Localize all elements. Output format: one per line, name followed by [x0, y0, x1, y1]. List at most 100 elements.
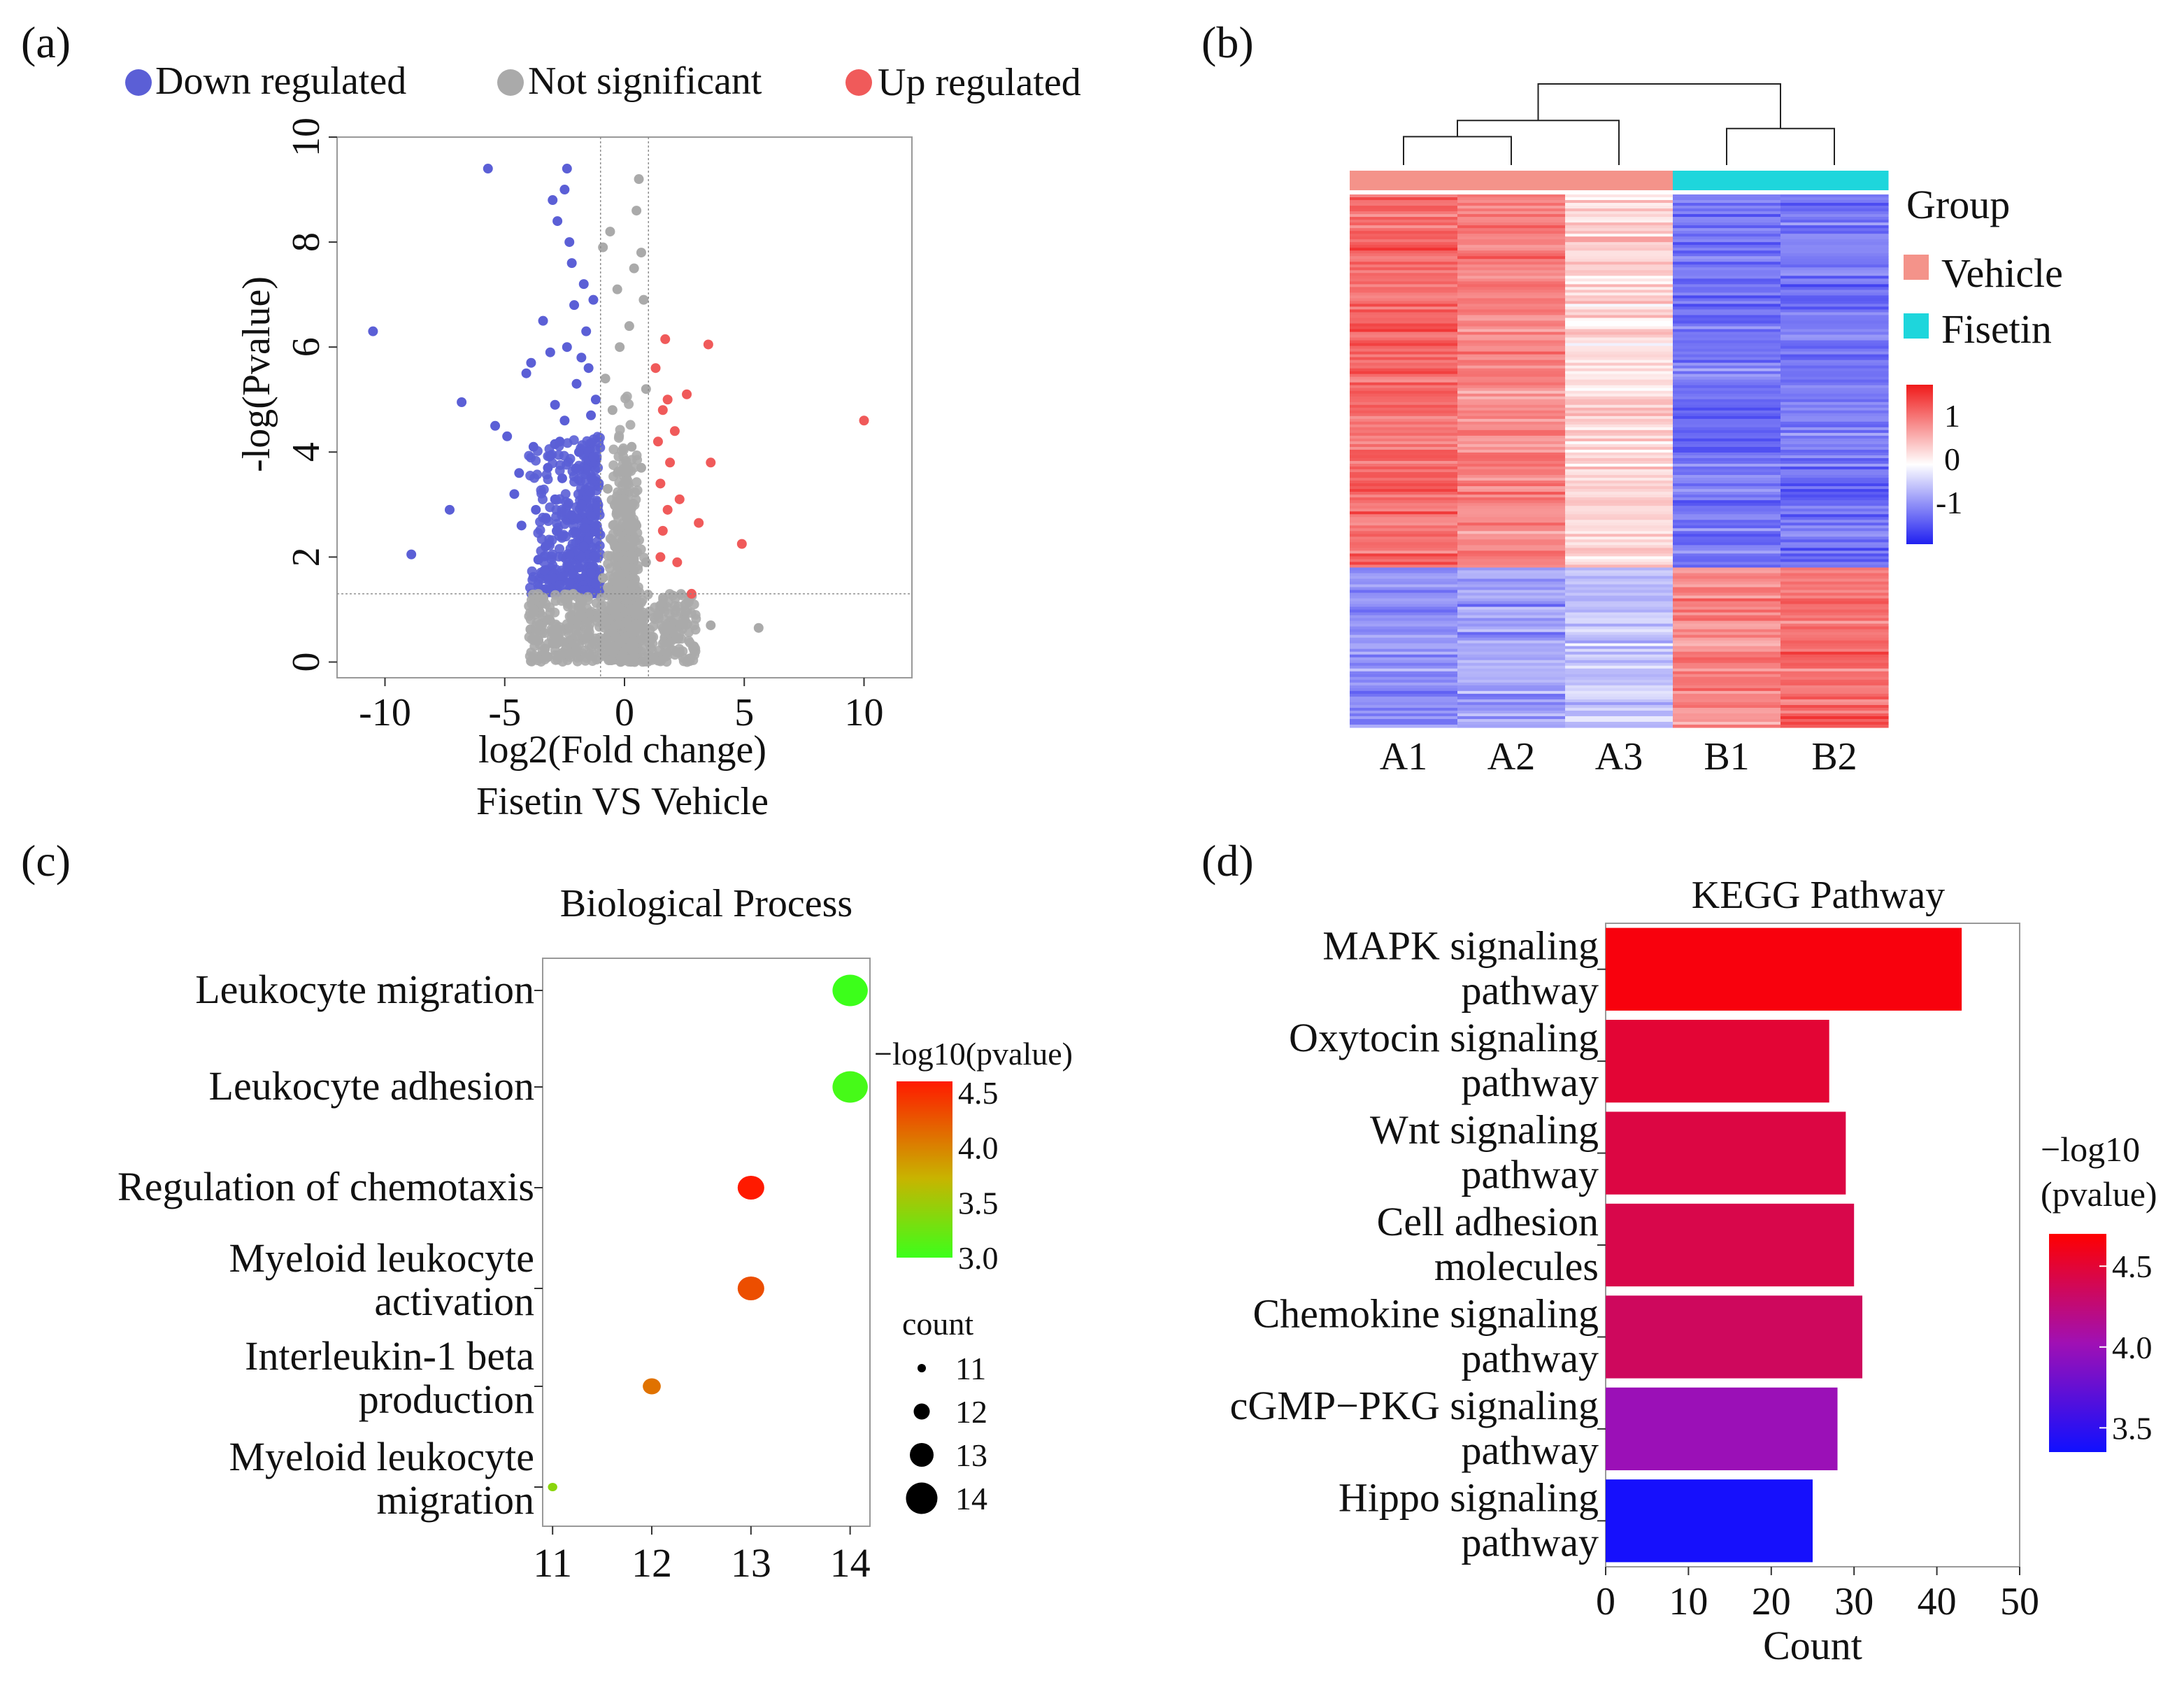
volcano-point-not-sig [594, 622, 605, 632]
heatmap-cell [1780, 702, 1889, 706]
volcano-point-not-sig [612, 572, 622, 582]
heatmap-cell [1780, 464, 1889, 467]
heatmap-cell [1780, 382, 1889, 386]
heatmap-cell [1780, 718, 1889, 723]
heatmap-cell [1673, 662, 1781, 667]
heatmap-cell [1780, 326, 1889, 330]
heatmap-cell [1780, 281, 1889, 285]
heatmap-cell [1350, 225, 1458, 229]
volcano-point-not-sig [627, 441, 637, 452]
heatmap-cell [1457, 696, 1566, 700]
heatmap-cell [1673, 570, 1781, 574]
volcano-point-down [582, 436, 592, 446]
heatmap-cell [1350, 379, 1458, 383]
heatmap-cell [1350, 626, 1458, 630]
volcano-point-down [536, 488, 547, 499]
heatmap-cell [1457, 228, 1566, 232]
heatmap-cell [1565, 615, 1673, 619]
volcano-y-tick-label: 2 [285, 547, 328, 567]
heatmap-cell [1780, 509, 1889, 512]
heatmap-cell [1457, 290, 1566, 293]
heatmap-cell [1565, 550, 1673, 554]
legend-notsig-marker [497, 69, 524, 96]
heatmap-cell [1457, 562, 1566, 565]
heatmap-cell [1565, 545, 1673, 548]
heatmap-cell [1673, 517, 1781, 520]
heatmap-cell [1565, 287, 1673, 290]
volcano-point-down [586, 567, 597, 578]
heatmap-cell [1780, 660, 1889, 664]
volcano-point-not-sig [570, 632, 580, 642]
group-bar-fisetin [1673, 171, 1781, 190]
heatmap-cell [1673, 323, 1781, 327]
volcano-point-down [589, 551, 599, 562]
volcano-point-up [655, 552, 666, 562]
heatmap-cell [1780, 690, 1889, 695]
heatmap-cell [1780, 492, 1889, 495]
heatmap-cell [1350, 592, 1458, 597]
heatmap-cell [1673, 407, 1781, 411]
volcano-point-down [550, 494, 560, 504]
dotplot-size-legend-label: 12 [955, 1394, 987, 1430]
heatmap-cell [1673, 609, 1781, 613]
heatmap-cell [1457, 632, 1566, 636]
dotplot-point [832, 1071, 868, 1103]
heatmap-cell [1350, 469, 1458, 473]
volcano-point-up [657, 525, 668, 536]
heatmap-cell [1780, 365, 1889, 369]
heatmap-cell [1565, 267, 1673, 271]
heatmap-cell [1780, 410, 1889, 414]
heatmap-cell [1780, 522, 1889, 526]
heatmap-cell [1457, 648, 1566, 653]
dotplot-size-legend-label: 11 [955, 1351, 986, 1386]
heatmap-cell [1457, 542, 1566, 546]
heatmap-cell [1350, 693, 1458, 697]
heatmap-cell [1780, 306, 1889, 311]
heatmap-cell [1565, 452, 1673, 456]
heatmap-cell [1350, 718, 1458, 723]
heatmap-cell [1780, 688, 1889, 692]
heatmap-cell [1350, 618, 1458, 622]
volcano-point-down [587, 542, 597, 553]
heatmap-cell [1565, 329, 1673, 333]
heatmap-cell [1350, 657, 1458, 661]
heatmap-cell [1780, 427, 1889, 431]
heatmap-cell [1350, 248, 1458, 251]
heatmap-cell [1350, 601, 1458, 605]
volcano-y-tick-label: 10 [285, 118, 328, 157]
volcano-point-not-sig [689, 599, 699, 610]
heatmap-cell [1457, 525, 1566, 529]
volcano-point-not-sig [567, 590, 578, 600]
heatmap-cell [1780, 615, 1889, 619]
heatmap-cell [1565, 222, 1673, 226]
heatmap-cell [1780, 449, 1889, 453]
volcano-point-down [555, 460, 566, 470]
volcano-point-not-sig [613, 451, 624, 462]
group-legend-fisetin-swatch [1904, 313, 1929, 339]
heatmap-cell [1350, 441, 1458, 445]
heatmap-cell [1457, 371, 1566, 375]
heatmap-cell [1457, 657, 1566, 661]
heatmap-cell [1673, 278, 1781, 282]
heatmap-cell [1457, 548, 1566, 551]
heatmap-cell [1565, 208, 1673, 212]
volcano-point-down [555, 543, 564, 554]
heatmap-cell [1673, 203, 1781, 206]
barchart-category-label: Chemokine signaling [1252, 1291, 1599, 1336]
heatmap-cell [1350, 222, 1458, 226]
heatmap-cell [1673, 528, 1781, 532]
heatmap-cell [1350, 413, 1458, 417]
heatmap-cell [1350, 404, 1458, 408]
heatmap-cell [1350, 385, 1458, 389]
heatmap-cell [1457, 536, 1566, 540]
volcano-point-not-sig [631, 477, 642, 488]
heatmap-cell [1673, 206, 1781, 209]
volcano-point-not-sig [662, 657, 672, 667]
volcano-point-not-sig [631, 450, 642, 460]
volcano-point-not-sig [629, 534, 640, 544]
heatmap-cell [1780, 685, 1889, 689]
heatmap-cell [1673, 489, 1781, 492]
heatmap-cell [1673, 590, 1781, 594]
heatmap-cell [1780, 506, 1889, 509]
heatmap-cell [1673, 702, 1781, 706]
